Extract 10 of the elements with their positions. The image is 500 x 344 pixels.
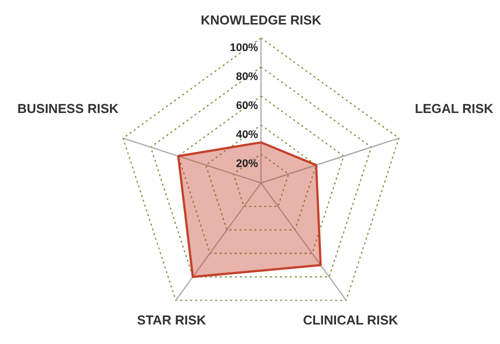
y-tick-label: 100%: [230, 42, 258, 54]
y-tick-label: 80%: [236, 71, 258, 83]
spoke-label: LEGAL RISK: [414, 101, 494, 116]
y-tick-label: 60%: [236, 100, 258, 112]
y-tick-label: 20%: [236, 158, 258, 170]
spoke-label: STAR RISK: [136, 312, 207, 328]
y-tick-label: 40%: [236, 129, 258, 141]
spoke-label: KNOWLEDGE RISK: [200, 12, 322, 28]
spoke-label: CLINICAL RISK: [302, 312, 399, 328]
spoke-label: BUSINESS RISK: [17, 101, 120, 116]
